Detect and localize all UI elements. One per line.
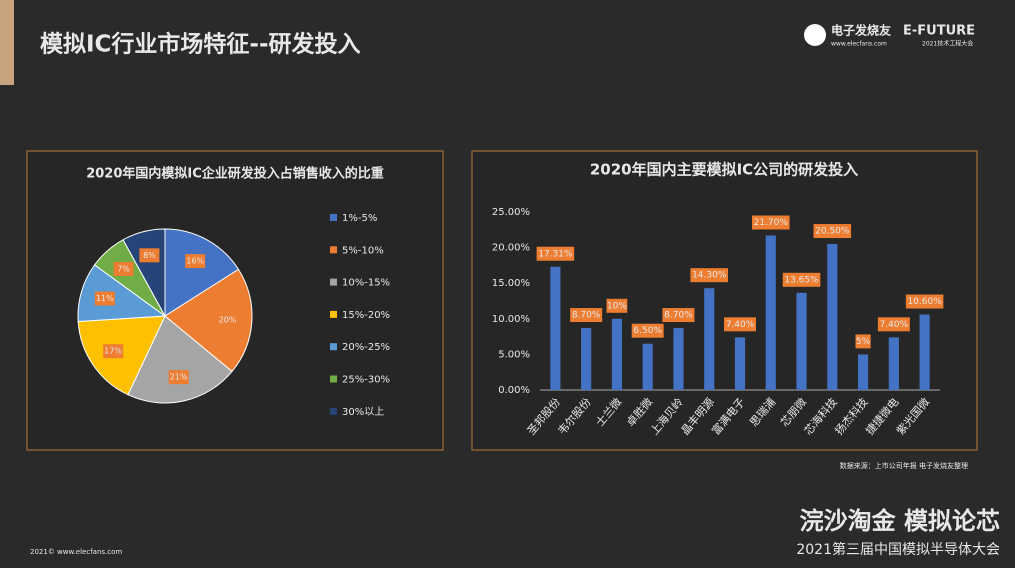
- value-label: 17.31%: [538, 249, 573, 259]
- bar: [858, 354, 869, 390]
- label-bg: [751, 215, 790, 230]
- label-bg: [103, 344, 124, 359]
- bar: [919, 314, 930, 390]
- value-label: 10.60%: [907, 297, 942, 307]
- legend-label: 5%-10%: [342, 245, 384, 256]
- value-label: 7.40%: [726, 320, 755, 330]
- source-note: 数据来源：上市公司年报 电子发烧友整理: [840, 461, 968, 470]
- value-label: 13.65%: [784, 275, 819, 285]
- legend-label: 10%-15%: [342, 278, 390, 289]
- label-bg: [631, 323, 664, 338]
- value-label: 7%: [117, 265, 130, 274]
- chart-title: 2020年国内主要模拟IC公司的研发投入: [590, 161, 858, 179]
- value-label: 5%: [856, 337, 871, 347]
- value-label: 20%: [219, 315, 237, 324]
- logo-url: www.elecfans.com: [831, 41, 887, 48]
- bar: [673, 328, 684, 390]
- legend-swatch: [330, 246, 337, 254]
- value-label: 8%: [143, 251, 156, 260]
- legend-label: 1%-5%: [342, 213, 377, 224]
- bar: [642, 343, 653, 390]
- legend-label: 30%以上: [342, 406, 384, 418]
- label-bg: [724, 317, 756, 332]
- bar: [704, 288, 715, 390]
- legend-swatch: [330, 310, 337, 318]
- value-label: 16%: [186, 257, 204, 266]
- pie-slice: [127, 315, 233, 404]
- label-bg: [690, 268, 729, 283]
- label-bg: [217, 312, 238, 327]
- legend-swatch: [330, 343, 337, 351]
- bar: [765, 235, 776, 390]
- label-bg: [813, 224, 852, 239]
- label-bg: [877, 317, 910, 332]
- value-label: 14.30%: [692, 271, 727, 281]
- y-tick-label: 25.00%: [492, 207, 530, 218]
- value-label: 21.70%: [754, 218, 789, 228]
- label-bg: [94, 291, 115, 306]
- label-bg: [606, 298, 628, 313]
- logo-icon: [804, 24, 826, 46]
- y-tick-label: 20.00%: [492, 243, 530, 254]
- bar: [827, 244, 838, 390]
- pie-slice: [164, 228, 240, 317]
- bar: [611, 318, 622, 390]
- value-label: 17%: [104, 347, 122, 356]
- value-label: 8.70%: [664, 311, 693, 321]
- pie-slice: [164, 268, 253, 373]
- value-label: 11%: [96, 294, 114, 303]
- label-bg: [905, 294, 944, 309]
- label-bg: [782, 272, 821, 287]
- label-bg: [855, 334, 871, 349]
- legend-swatch: [330, 407, 337, 415]
- bar: [550, 266, 561, 390]
- event-name: 2021第三届中国模拟半导体大会: [796, 541, 1000, 558]
- value-label: 21%: [170, 373, 188, 382]
- footer-left: 2021© www.elecfans.com: [30, 548, 122, 556]
- brand-sub: 2021技术工程大会: [922, 40, 973, 48]
- value-label: 10%: [607, 301, 627, 311]
- label-bg: [662, 308, 695, 323]
- label-bg: [113, 262, 134, 277]
- legend-swatch: [330, 375, 337, 383]
- value-label: 8.70%: [572, 311, 601, 321]
- logo: 电子发烧友: [831, 23, 891, 38]
- legend-swatch: [330, 214, 337, 221]
- label-bg: [536, 246, 575, 261]
- legend-label: 15%-20%: [342, 310, 390, 321]
- legend-swatch: [330, 278, 337, 286]
- y-tick-label: 0.00%: [498, 385, 530, 396]
- value-label: 20.50%: [815, 227, 850, 237]
- value-label: 7.40%: [880, 320, 909, 330]
- label-bg: [570, 308, 603, 323]
- value-label: 6.50%: [633, 326, 662, 336]
- bar: [581, 328, 592, 390]
- bar: [888, 337, 899, 390]
- legend-label: 20%-25%: [342, 342, 390, 353]
- chart-title: 2020年国内模拟IC企业研发投入占销售收入的比重: [86, 166, 384, 182]
- legend-label: 25%-30%: [342, 375, 390, 386]
- slide-title: 模拟IC行业市场特征--研发投入: [40, 31, 361, 58]
- bar: [734, 337, 746, 390]
- brand: E-FUTURE: [903, 24, 975, 39]
- slogan: 浣沙淘金 模拟论芯: [800, 507, 1000, 535]
- label-bg: [185, 254, 206, 269]
- accent-bar: [0, 0, 14, 85]
- bar: [796, 292, 807, 390]
- label-bg: [139, 248, 160, 263]
- y-tick-label: 5.00%: [498, 349, 530, 360]
- y-tick-label: 15.00%: [492, 278, 530, 289]
- y-tick-label: 10.00%: [492, 314, 530, 325]
- label-bg: [168, 370, 189, 385]
